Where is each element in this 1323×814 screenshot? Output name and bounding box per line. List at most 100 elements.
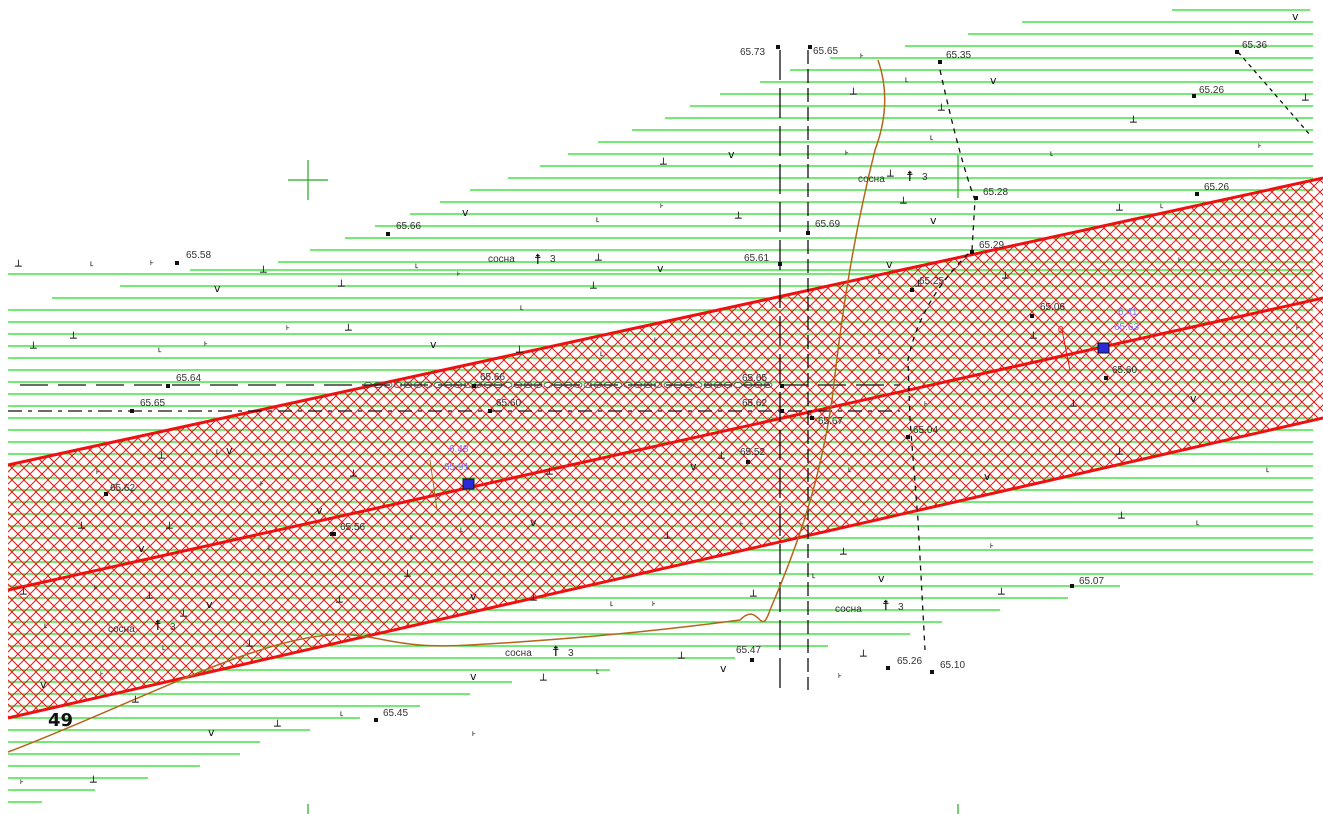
vegetation-symbol: ┴: [997, 587, 1005, 601]
survey-point: [970, 250, 974, 254]
survey-point: [1030, 314, 1034, 318]
elevation-label: 65.28: [983, 187, 1008, 198]
survey-marker-right: [1097, 342, 1110, 354]
vegetation-symbol: ┴: [849, 87, 857, 101]
vegetation-symbol: ┴: [14, 259, 22, 273]
crosshair-marker: [288, 160, 328, 200]
road-markers: [363, 382, 773, 388]
survey-point: [1104, 376, 1108, 380]
vegetation-symbol: ┴: [145, 591, 153, 605]
survey-point: [806, 231, 810, 235]
road-oval: [403, 382, 413, 388]
vegetation-symbol: ˫: [652, 596, 656, 609]
corridor-top-edge: [7, 176, 1323, 467]
pole-icon: ☨: [534, 251, 542, 267]
vegetation-symbol: ˪: [596, 664, 600, 677]
vegetation-symbol: ┴: [259, 265, 267, 279]
vegetation-symbol: v: [206, 598, 213, 611]
pole-icon: ☨: [882, 597, 890, 613]
survey-point: [974, 196, 978, 200]
vegetation-symbol: ˪: [90, 256, 94, 269]
road-oval: [553, 382, 563, 388]
survey-point: [778, 262, 782, 266]
vegetation-symbol: ˫: [472, 726, 476, 739]
vegetation-symbol: ˪: [596, 212, 600, 225]
vegetation-symbol: ┴: [717, 451, 725, 465]
vegetation-symbol: ˪: [812, 568, 816, 581]
survey-point: [780, 384, 784, 388]
vegetation-symbol: ┴: [69, 331, 77, 345]
vegetation-symbol: ˪: [268, 540, 272, 553]
vegetation-symbol: ┴: [273, 719, 281, 733]
vegetation-symbol: v: [208, 726, 215, 739]
vegetation-symbol: ˫: [150, 255, 154, 268]
vegetation-symbol: ˪: [1050, 146, 1054, 159]
road-oval: [383, 382, 393, 388]
corridor-band: [8, 178, 1323, 718]
vegetation-symbol: ┴: [1001, 271, 1009, 285]
road-oval: [533, 382, 543, 388]
vegetation-symbol: ┴: [839, 547, 847, 561]
pole-number: 3: [170, 622, 176, 633]
road-oval: [603, 382, 613, 388]
road-oval: [713, 382, 723, 388]
survey-point: [886, 666, 890, 670]
annotation-left-bottom: 65.91: [444, 462, 469, 473]
road-oval: [373, 382, 383, 388]
stream-branch: [429, 459, 438, 511]
pole-label: сосна: [108, 624, 135, 635]
vegetation-symbol: ┴: [886, 169, 894, 183]
survey-point: [750, 658, 754, 662]
road-oval: [703, 382, 713, 388]
vegetation-symbol: ˫: [1296, 320, 1300, 333]
vegetation-symbol: v: [226, 444, 233, 457]
road-oval: [593, 382, 603, 388]
road-oval: [523, 382, 533, 388]
vegetation-symbol: ┴: [937, 103, 945, 117]
elevation-label: 65.66: [480, 372, 505, 383]
vegetation-symbol: ˫: [990, 538, 994, 551]
vegetation-symbol: v: [470, 590, 477, 603]
vegetation-symbol: ┴: [245, 639, 253, 653]
vegetation-symbol: v: [984, 470, 991, 483]
vegetation-symbol: ┴: [734, 211, 742, 225]
road-oval: [653, 382, 663, 388]
vegetation-symbol: ˫: [286, 320, 290, 333]
vegetation-symbol: ˪: [600, 346, 604, 359]
vegetation-symbol: ˫: [410, 530, 414, 543]
road-oval: [633, 382, 643, 388]
vegetation-symbol: v: [886, 258, 893, 271]
sheet-number-label: 49: [48, 710, 73, 731]
elevation-label: 65.26: [897, 656, 922, 667]
vegetation-symbol: ┴: [589, 281, 597, 295]
annotation-red-tick: 0: [1058, 325, 1064, 336]
annotation-left-top: 6.48: [449, 444, 469, 455]
vegetation-symbol: v: [138, 542, 145, 555]
survey-point: [938, 60, 942, 64]
elevation-label: 65.26: [1204, 182, 1229, 193]
elevation-points: 65.73 65.65 65.35 65.36 65.26 65.28 65.26 65.66…: [104, 40, 1267, 722]
vegetation-symbol: v: [930, 214, 937, 227]
elevation-label: 65.07: [1079, 576, 1104, 587]
vegetation-symbol: ˫: [1178, 252, 1182, 265]
vegetation-symbol: ┴: [1129, 115, 1137, 129]
survey-point: [175, 261, 179, 265]
vegetation-symbol: ˪: [415, 258, 419, 271]
vegetation-symbol: v: [728, 148, 735, 161]
vegetation-symbol: ┴: [545, 467, 553, 481]
vegetation-symbol: ˪: [878, 344, 882, 357]
vegetation-symbol: ┴: [19, 587, 27, 601]
vegetation-symbol: ˫: [845, 145, 849, 158]
vegetation-symbol: v: [657, 262, 664, 275]
vegetation-symbol: ┴: [1115, 447, 1123, 461]
road-oval: [433, 382, 443, 388]
elevation-label: 65.62: [742, 398, 767, 409]
pole-icon: ☨: [154, 617, 162, 633]
pole-number: 3: [898, 602, 904, 613]
pole-label: сосна: [505, 648, 532, 659]
annotation-right-top: 6.41: [1118, 307, 1138, 318]
survey-point: [130, 409, 134, 413]
elevation-label: 65.45: [383, 708, 408, 719]
elevation-label: 65.26: [1199, 85, 1224, 96]
